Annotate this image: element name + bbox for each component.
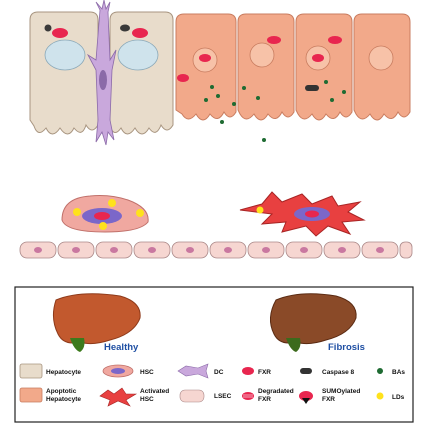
fibrosis-label: Fibrosis [328,342,365,353]
fibrotic-liver-icon [270,293,357,352]
legend-apoptotic-label-1: Apoptotic [46,388,77,395]
lsec-row [19,241,413,259]
hepatocyte-row [29,0,411,146]
legend-fxr: FXR [242,367,271,376]
legend-sumo-label-1: SUMOylated [322,388,360,395]
legend-dc: DC [177,363,224,379]
legend-activated-hsc: Activated HSC [99,387,169,407]
legend-activated-label-2: HSC [140,396,154,403]
dendritic-cell [86,0,117,146]
legend-apoptotic-label-2: Hepatocyte [46,396,81,403]
legend-caspase: Caspase 8 [300,368,355,376]
healthy-liver-icon [52,293,141,352]
healthy-label: Healthy [104,342,139,353]
legend-hsc-label: HSC [140,369,154,376]
apoptotic-hepatocyte-cell [220,13,295,124]
legend-degraded-fxr: Degradated FXR [242,388,294,403]
hepatocyte-cell [109,11,174,135]
legend-hepatocyte: Hepatocyte [19,363,81,379]
hsc-cell [61,195,149,233]
legend-degraded-label-2: FXR [258,396,271,403]
legend-bas: BAs [377,368,405,376]
legend-lds-label: LDs [392,394,405,401]
apoptotic-hepatocyte-cell [262,13,353,142]
legend-lsec-label: LSEC [214,393,232,400]
legend-fxr-label: FXR [258,369,271,376]
legend-lsec: LSEC [179,389,232,403]
legend-hepatocyte-label: Hepatocyte [46,369,81,376]
legend-caspase-label: Caspase 8 [322,369,355,376]
legend-bas-label: BAs [392,369,405,376]
legend-apoptotic-hepatocyte: Apoptotic Hepatocyte [19,387,81,403]
caspase-8-icon [44,24,52,32]
legend-dc-label: DC [214,369,224,376]
legend-lds: LDs [376,392,405,401]
legend-activated-label-1: Activated [140,388,169,395]
legend-sumoylated-fxr: SUMOylated FXR [299,388,360,404]
apoptotic-hepatocyte-cell [353,13,411,121]
activated-hsc-cell [239,191,366,237]
hepatocyte-cell [29,11,99,135]
legend-hsc: HSC [102,364,154,378]
legend-sumo-label-2: FXR [322,396,335,403]
legend-degraded-label-1: Degradated [258,388,294,395]
apoptotic-hepatocyte-cell [175,13,237,121]
